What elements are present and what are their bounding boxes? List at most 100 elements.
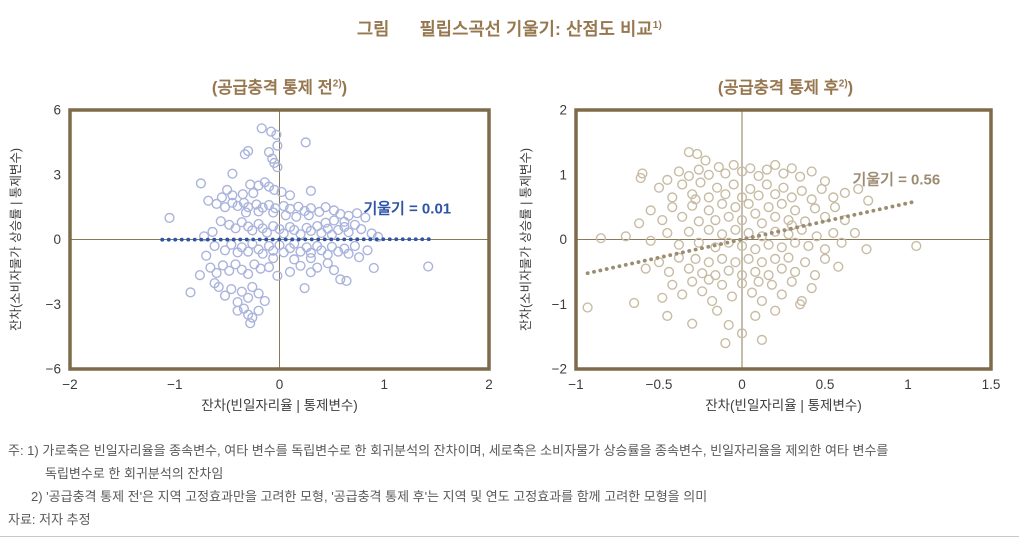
data-point [236,264,247,275]
data-point [662,310,673,322]
data-point [743,198,754,210]
plot-frame [574,108,993,371]
data-point [703,205,714,216]
data-point [816,183,827,195]
data-point [776,289,787,300]
data-point [687,189,698,200]
data-point [770,305,781,316]
data-point [289,254,300,265]
y-tick-label: −6 [46,362,61,377]
data-point [811,231,822,242]
data-point [209,240,220,252]
data-point [243,246,254,257]
source-line: 자료: 저자 추정 [8,512,91,527]
data-point [863,195,874,206]
x-tick-label: −1 [568,377,583,392]
data-point [687,200,698,211]
data-point [703,274,714,285]
data-point [351,208,363,219]
figure-title: 그림 필립스곡선 기울기: 산점도 비교1) [0,16,1019,41]
data-point [770,159,781,171]
data-point [207,226,218,237]
data-point [268,220,279,232]
data-point [216,192,228,203]
data-point [683,170,695,182]
data-point [211,198,222,210]
y-tick-label: 3 [53,167,61,182]
data-point [677,179,688,190]
data-point [829,201,841,213]
data-point [255,263,266,274]
x-tick-label: 0 [738,377,746,392]
data-point [205,262,216,273]
data-point [761,179,773,190]
data-point [750,310,761,322]
data-point [211,267,222,279]
x-tick-label: 1.5 [982,377,1001,392]
data-point [683,263,695,274]
data-point [280,210,291,221]
data-point [861,244,872,255]
data-point [237,189,248,200]
data-point [695,177,706,188]
y-tick-label: 1 [559,167,567,182]
data-point [673,252,685,263]
data-point [339,216,350,227]
data-point [343,227,354,238]
data-point [746,287,758,298]
data-point [736,328,748,339]
data-point [728,179,739,190]
data-point [673,239,685,250]
y-axis-label: 잔차(소비자물가 상승률 | 통제변수) [9,148,23,331]
data-point [700,155,711,166]
data-point [219,245,231,256]
data-point [693,164,704,175]
data-point [195,178,207,189]
data-point [720,189,731,200]
data-point [201,250,212,261]
data-point [335,274,346,285]
data-point [703,224,714,235]
data-point [776,242,787,253]
regression-trendline [160,237,432,242]
data-point [215,216,226,227]
data-point [745,163,756,174]
data-point [240,207,252,218]
data-point [628,297,640,309]
data-point [328,215,340,226]
data-point [833,261,844,272]
data-point [356,223,367,235]
footnote-line-2: 독립변수로 한 회귀분석의 잔차임 [45,466,224,481]
data-point [753,190,764,201]
data-point [320,201,331,213]
data-point [703,192,714,203]
slope-annotation: 기울기 = 0.01 [363,201,451,218]
data-point [730,224,741,235]
data-point [328,265,340,276]
data-point [690,253,701,265]
data-point [778,182,789,193]
data-point [786,276,797,287]
data-point [690,194,701,205]
data-point [753,276,764,287]
data-point [289,238,300,249]
footnote-line-3: 2) '공급충격 통제 전'은 지역 고정효과만을 고려한 모형, '공급충격 … [31,489,708,504]
data-point [263,181,275,192]
data-point [828,227,839,239]
data-point [227,190,238,201]
data-point [720,168,731,179]
x-tick-label: 0.5 [816,377,835,392]
data-point [730,257,741,268]
x-tick-label: 2 [485,377,493,392]
data-point [299,283,310,294]
data-point [717,279,728,290]
data-point [707,295,718,307]
data-point [692,148,703,160]
data-point [736,278,748,289]
data-point [305,185,317,197]
data-point [291,211,302,222]
data-point [199,231,210,242]
data-point [263,146,275,158]
data-point [256,123,267,134]
y-tick-label: −3 [46,297,61,312]
